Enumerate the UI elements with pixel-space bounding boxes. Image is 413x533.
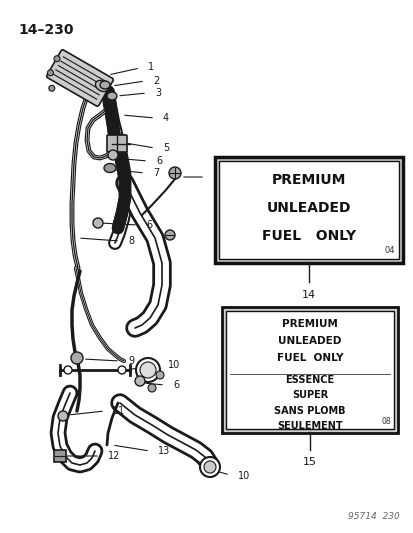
FancyBboxPatch shape <box>107 135 127 152</box>
Ellipse shape <box>95 80 108 92</box>
Bar <box>221 307 397 433</box>
Circle shape <box>147 384 156 392</box>
Circle shape <box>71 352 83 364</box>
Circle shape <box>140 362 156 378</box>
Text: 13: 13 <box>157 447 170 456</box>
Text: 9: 9 <box>128 356 134 366</box>
Text: 10: 10 <box>168 360 180 369</box>
Text: 7: 7 <box>152 168 159 179</box>
Ellipse shape <box>104 164 116 173</box>
Text: 14–230: 14–230 <box>18 23 74 37</box>
Circle shape <box>199 457 219 477</box>
Text: 2: 2 <box>152 76 159 86</box>
Bar <box>225 311 393 429</box>
Text: 6: 6 <box>173 380 179 390</box>
Text: 10: 10 <box>237 471 249 481</box>
Text: 04: 04 <box>384 246 394 255</box>
Bar <box>214 157 402 263</box>
Bar <box>218 161 398 259</box>
Text: 9: 9 <box>212 172 218 182</box>
Circle shape <box>204 461 216 473</box>
Text: SUPER: SUPER <box>291 390 328 400</box>
Text: 15: 15 <box>302 457 316 467</box>
Circle shape <box>118 366 126 374</box>
Text: 12: 12 <box>108 451 120 461</box>
Ellipse shape <box>100 81 110 89</box>
Text: 14: 14 <box>301 290 315 300</box>
Text: UNLEADED: UNLEADED <box>266 201 350 215</box>
FancyBboxPatch shape <box>54 450 66 462</box>
Text: 6: 6 <box>146 220 152 230</box>
Text: PREMIUM: PREMIUM <box>281 319 337 329</box>
Circle shape <box>156 371 164 379</box>
Text: SEULEMENT: SEULEMENT <box>277 422 342 431</box>
Circle shape <box>165 230 175 240</box>
Circle shape <box>64 366 72 374</box>
Circle shape <box>169 167 180 179</box>
Text: ESSENCE: ESSENCE <box>285 375 334 385</box>
Text: 1: 1 <box>147 62 154 72</box>
Circle shape <box>54 56 60 62</box>
Text: 6: 6 <box>156 156 162 166</box>
Text: 3: 3 <box>154 88 161 98</box>
Text: SANS PLOMB: SANS PLOMB <box>273 406 345 416</box>
Circle shape <box>58 411 68 421</box>
Circle shape <box>93 218 103 228</box>
Circle shape <box>136 358 159 382</box>
Text: 95714  230: 95714 230 <box>347 512 399 521</box>
FancyBboxPatch shape <box>47 50 113 106</box>
Ellipse shape <box>107 92 117 100</box>
Text: 11: 11 <box>113 406 125 416</box>
Circle shape <box>108 150 118 160</box>
Text: FUEL   ONLY: FUEL ONLY <box>261 229 355 243</box>
Text: 5: 5 <box>162 143 169 154</box>
Text: 8: 8 <box>128 236 134 246</box>
Circle shape <box>49 85 55 91</box>
Text: 08: 08 <box>380 417 390 426</box>
Text: FUEL  ONLY: FUEL ONLY <box>276 353 342 363</box>
Text: UNLEADED: UNLEADED <box>278 336 341 346</box>
Text: 4: 4 <box>163 114 169 123</box>
Text: PREMIUM: PREMIUM <box>271 173 345 187</box>
Circle shape <box>135 376 145 386</box>
Circle shape <box>47 70 53 76</box>
